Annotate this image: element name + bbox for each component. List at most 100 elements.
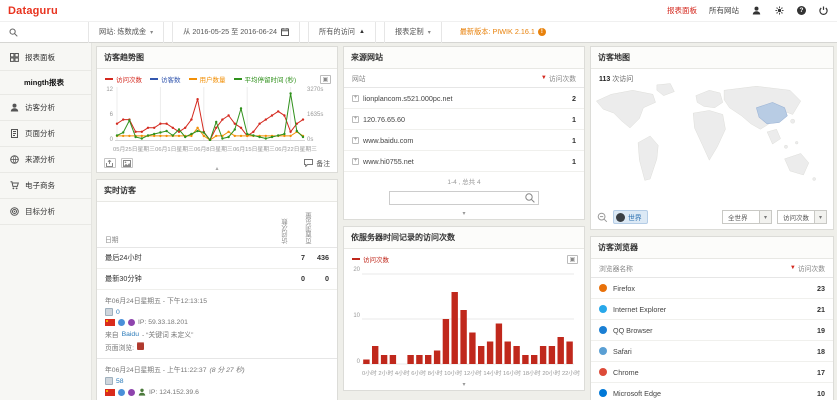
date-range-selector[interactable]: 从 2016-05-25 至 2016-06-24 xyxy=(172,22,300,43)
annotations-toggle[interactable]: 备注 xyxy=(304,158,330,168)
export-chart-icon[interactable]: ▣ xyxy=(567,255,578,264)
sidebar-item-goals[interactable]: 目标分析 xyxy=(0,199,91,225)
visit-datetime: 年06月24日星期五 - 上午11:22:37 xyxy=(105,364,207,374)
browser-name[interactable]: Safari xyxy=(613,347,811,356)
sidebar-item-visitors[interactable]: 访客分析 xyxy=(0,95,91,121)
legend-item[interactable]: 用户数量 xyxy=(189,74,226,84)
dataguru-logo[interactable]: Dataguru xyxy=(8,5,58,17)
browser-name[interactable]: Internet Explorer xyxy=(613,305,811,314)
source-name[interactable]: 120.76.65.60 xyxy=(363,115,568,124)
legend-item[interactable]: 平均停留时间 (秒) xyxy=(234,74,297,84)
visitor-icon xyxy=(10,103,19,112)
export-icon[interactable] xyxy=(104,158,116,168)
nav-dashboard-link[interactable]: 报表面板 xyxy=(667,5,697,16)
sidebar-item-ecommerce[interactable]: 电子商务 xyxy=(0,173,91,199)
report-menu[interactable]: 报表定制 ▾ xyxy=(384,22,442,43)
widget-expand-caret[interactable]: ▾ xyxy=(344,209,584,219)
version-notice[interactable]: 最新版本: PIWIK 2.16.1 ! xyxy=(450,22,556,43)
widget-title[interactable]: 来源网站 xyxy=(344,47,584,69)
global-search[interactable] xyxy=(0,28,88,37)
sidebar-item-label: 来源分析 xyxy=(25,154,55,165)
pages-icon xyxy=(105,377,113,385)
visit-duration: (8 分 27 秒) xyxy=(210,364,245,374)
widget-title[interactable]: 访客浏览器 xyxy=(591,237,833,259)
browser-name[interactable]: QQ Browser xyxy=(613,326,811,335)
user-icon[interactable] xyxy=(751,5,762,16)
col-browser-name[interactable]: 浏览器名称 xyxy=(599,263,633,273)
segment-selector[interactable]: 所有的访问 ▲ xyxy=(308,22,376,43)
nav-all-websites-link[interactable]: 所有网站 xyxy=(709,5,739,16)
trend-y-axis-left: 12 6 0 xyxy=(101,87,115,143)
table-row: Internet Explorer 21 xyxy=(591,299,833,320)
toolbar: 网站: 炼数成金 ▾ 从 2016-05-25 至 2016-06-24 所有的… xyxy=(0,22,837,43)
export-chart-icon[interactable]: ▣ xyxy=(320,75,331,84)
x-tick-label: 20小时 xyxy=(542,368,560,377)
x-tick-label: 18小时 xyxy=(523,368,541,377)
col-visits-sort[interactable]: ▼ 访问次数 xyxy=(541,73,576,83)
widget-visitor-trend: 访客趋势图 访问次数 访客数 用户数量 xyxy=(96,46,338,173)
browser-name[interactable]: Chrome xyxy=(613,368,811,377)
widget-title[interactable]: 依服务器时间记录的访问次数 xyxy=(344,227,584,249)
browser-visits: 19 xyxy=(817,326,825,335)
sidebar-item-pages[interactable]: 页面分析 xyxy=(0,121,91,147)
sidebar-item-mingth-report[interactable]: mingth报表 xyxy=(0,71,91,95)
x-tick-label: 0小时 xyxy=(362,368,377,377)
browser-name[interactable]: Firefox xyxy=(613,284,811,293)
widget-title[interactable]: 访客趋势图 xyxy=(97,47,337,69)
col-website[interactable]: 网站 xyxy=(352,73,366,83)
logout-icon[interactable] xyxy=(818,5,829,16)
x-tick-label: 12小时 xyxy=(464,368,482,377)
widget-expand-caret[interactable]: ▾ xyxy=(344,380,584,390)
widget-title[interactable]: 实时访客 xyxy=(97,180,337,202)
world-zoom-button[interactable]: 世界 xyxy=(613,210,648,224)
source-name[interactable]: lionplancom.s521.000pc.net xyxy=(363,94,568,103)
expand-icon[interactable]: + xyxy=(352,95,359,102)
table-row: 最新30分钟 0 0 xyxy=(97,269,337,290)
sidebar-item-dashboard[interactable]: 报表面板 xyxy=(0,45,91,71)
legend-item[interactable]: 访问次数 xyxy=(105,74,142,84)
expand-icon[interactable]: + xyxy=(352,137,359,144)
collapse-caret[interactable]: ▴ xyxy=(215,165,218,172)
x-tick-label: 22小时 xyxy=(562,368,580,377)
sidebar-item-label: 访客分析 xyxy=(25,102,55,113)
server-time-chart-svg[interactable] xyxy=(362,267,574,367)
page-icon[interactable] xyxy=(137,342,144,350)
browser-name[interactable]: Microsoft Edge xyxy=(613,389,811,398)
table-row: QQ Browser 19 xyxy=(591,320,833,341)
legend-item[interactable]: 访问次数 xyxy=(352,254,389,264)
site-selector[interactable]: 网站: 炼数成金 ▾ xyxy=(88,22,164,43)
sidebar-item-referrers[interactable]: 来源分析 xyxy=(0,147,91,173)
trend-footer: ▴ 备注 xyxy=(97,153,337,172)
y-tick: 0 xyxy=(103,137,113,143)
expand-icon[interactable]: + xyxy=(352,116,359,123)
sidebar: 报表面板 mingth报表 访客分析 页面分析 来源分析 电子商务 目标分析 xyxy=(0,43,92,400)
world-map[interactable]: 113 次访问 xyxy=(591,69,833,229)
help-icon[interactable]: ? xyxy=(797,6,806,15)
table-row: Microsoft Edge 10 xyxy=(591,383,833,400)
widget-title[interactable]: 访客地图 xyxy=(591,47,833,69)
col-visits-sort[interactable]: ▼ 访问次数 xyxy=(790,263,825,273)
legend-label: 访问次数 xyxy=(363,254,389,264)
pageviews-value: 0 xyxy=(305,274,329,284)
referrer-link[interactable]: Baidu xyxy=(122,331,139,338)
x-tick: 06月1日星期三 xyxy=(155,144,194,153)
col-date[interactable]: 日期 xyxy=(105,234,281,244)
region-select[interactable]: 全世界 ▾ xyxy=(722,210,772,224)
table-search-input[interactable] xyxy=(390,192,524,204)
y-tick: 6 xyxy=(103,112,113,118)
action-count-link[interactable]: 0 xyxy=(116,309,120,316)
action-count-link[interactable]: 58 xyxy=(116,378,124,385)
world-map-svg[interactable] xyxy=(591,69,833,207)
image-export-icon[interactable] xyxy=(121,158,133,168)
zoom-out-icon[interactable] xyxy=(597,212,608,223)
trend-chart-svg[interactable] xyxy=(115,87,305,143)
legend-item[interactable]: 访客数 xyxy=(150,74,181,84)
source-name[interactable]: www.hi0755.net xyxy=(363,157,568,166)
col-pageviews[interactable]: 页面浏览量 xyxy=(305,206,329,244)
gear-icon[interactable] xyxy=(774,5,785,16)
table-row: Safari 18 xyxy=(591,341,833,362)
metric-select[interactable]: 访问次数 ▾ xyxy=(777,210,827,224)
expand-icon[interactable]: + xyxy=(352,158,359,165)
col-visits[interactable]: 访问次数 xyxy=(281,206,305,244)
source-name[interactable]: www.baidu.com xyxy=(363,136,568,145)
